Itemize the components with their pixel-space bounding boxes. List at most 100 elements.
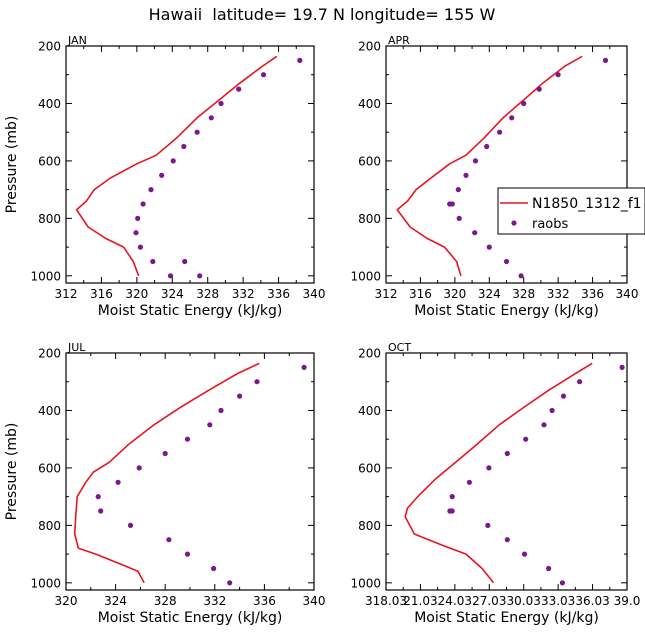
x-tick-label: 336 xyxy=(581,287,604,301)
raobs-point xyxy=(135,215,141,221)
x-tick-label: 332 xyxy=(203,594,226,608)
panel-label: OCT xyxy=(388,341,411,354)
raobs-point xyxy=(449,494,455,500)
x-tick-label: 316 xyxy=(409,287,432,301)
x-tick-label: 328 xyxy=(196,287,219,301)
raobs-point xyxy=(207,422,213,428)
raobs-point xyxy=(236,86,242,92)
plot-frame xyxy=(385,45,628,284)
raobs-point xyxy=(546,565,552,572)
x-tick-label: 328 xyxy=(154,594,177,608)
raobs-point xyxy=(485,522,491,529)
raobs-point xyxy=(602,57,609,64)
raobs-point xyxy=(521,100,527,107)
legend-label-model: N1850_1312_f1 xyxy=(532,196,642,212)
legend-marker-swatch xyxy=(511,220,517,226)
y-tick-label: 1000 xyxy=(30,576,61,590)
raobs-point xyxy=(619,364,625,370)
raobs-point xyxy=(509,115,515,121)
x-tick-label: 336 xyxy=(253,594,276,608)
x-tick-label: 39.0 xyxy=(614,594,641,608)
panel-label: JAN xyxy=(67,34,87,47)
x-tick-label: 33.03 xyxy=(541,594,575,608)
y-tick-label: 800 xyxy=(38,519,61,533)
raobs-point xyxy=(518,273,524,279)
raobs-point xyxy=(133,230,139,236)
raobs-point xyxy=(98,508,104,514)
x-tick-label: 332 xyxy=(547,287,570,301)
raobs-point xyxy=(150,258,156,265)
raobs-point xyxy=(463,172,469,178)
raobs-point xyxy=(504,537,510,543)
panel-label: APR xyxy=(388,34,410,47)
x-tick-label: 27.03 xyxy=(472,594,506,608)
raobs-point xyxy=(449,508,455,514)
raobs-point xyxy=(536,86,542,92)
y-axis-label: Pressure (mb) xyxy=(4,116,20,214)
x-tick-label: 324 xyxy=(161,287,184,301)
raobs-point xyxy=(181,143,187,150)
y-tick-label: 1000 xyxy=(350,269,381,283)
x-tick-label: 318.03 xyxy=(365,594,407,608)
x-tick-label: 324 xyxy=(104,594,127,608)
raobs-point xyxy=(197,273,203,279)
y-tick-label: 200 xyxy=(38,40,61,54)
x-tick-label: 24.03 xyxy=(438,594,472,608)
x-axis-label: Moist Static Energy (kJ/kg) xyxy=(414,610,599,626)
x-tick-label: 328 xyxy=(512,287,535,301)
y-tick-label: 400 xyxy=(358,404,381,418)
raobs-point xyxy=(167,273,174,279)
series-line-model xyxy=(404,362,593,584)
raobs-point xyxy=(162,450,168,457)
y-tick-label: 400 xyxy=(358,97,381,111)
series-line-model xyxy=(75,55,278,277)
raobs-point xyxy=(211,565,217,572)
x-tick-label: 340 xyxy=(616,287,639,301)
raobs-point xyxy=(140,201,146,207)
x-axis-label: Moist Static Energy (kJ/kg) xyxy=(98,610,283,626)
raobs-point xyxy=(115,479,121,485)
raobs-point xyxy=(170,158,176,164)
raobs-point xyxy=(218,407,224,414)
panels: JAN 312 316 320 324 328 332 336 340 200 400 600 800 1… xyxy=(4,34,640,626)
x-tick-label: 336 xyxy=(267,287,290,301)
y-tick-label: 600 xyxy=(38,461,61,475)
raobs-point xyxy=(184,551,191,557)
x-tick-label: 340 xyxy=(303,594,326,608)
raobs-point xyxy=(297,57,303,64)
raobs-point xyxy=(194,129,200,135)
x-axis-label: Moist Static Energy (kJ/kg) xyxy=(98,303,283,319)
x-tick-label: 320 xyxy=(125,287,148,301)
legend-label-raobs: raobs xyxy=(532,217,569,232)
raobs-point xyxy=(486,465,492,471)
figure-title: Hawaii latitude= 19.7 N longitude= 155 W xyxy=(149,5,496,24)
raobs-point xyxy=(237,393,243,399)
x-tick-label: 324 xyxy=(478,287,501,301)
legend: N1850_1312_f1 raobs xyxy=(497,187,645,235)
y-tick-label: 400 xyxy=(38,97,61,111)
raobs-point xyxy=(466,479,472,485)
raobs-point xyxy=(182,258,188,265)
raobs-point xyxy=(95,494,101,500)
raobs-point xyxy=(486,244,492,250)
raobs-point xyxy=(301,364,307,370)
raobs-point xyxy=(560,393,567,399)
raobs-point xyxy=(148,187,154,193)
panel-apr: APR 312 316 320 324 328 332 336 340 200 400 600 800 1… xyxy=(350,34,638,319)
raobs-point xyxy=(218,100,224,107)
raobs-point xyxy=(254,379,260,385)
y-tick-label: 200 xyxy=(38,347,61,361)
raobs-point xyxy=(503,258,510,265)
raobs-point xyxy=(455,187,461,193)
x-tick-label: 316 xyxy=(90,287,113,301)
raobs-point xyxy=(577,379,583,385)
raobs-point xyxy=(166,537,172,543)
raobs-point xyxy=(137,244,143,250)
raobs-point xyxy=(159,172,165,178)
raobs-point xyxy=(127,522,134,529)
x-tick-label: 340 xyxy=(303,287,326,301)
y-tick-label: 600 xyxy=(358,154,381,168)
raobs-point xyxy=(521,551,528,557)
series-line-model xyxy=(73,362,260,584)
